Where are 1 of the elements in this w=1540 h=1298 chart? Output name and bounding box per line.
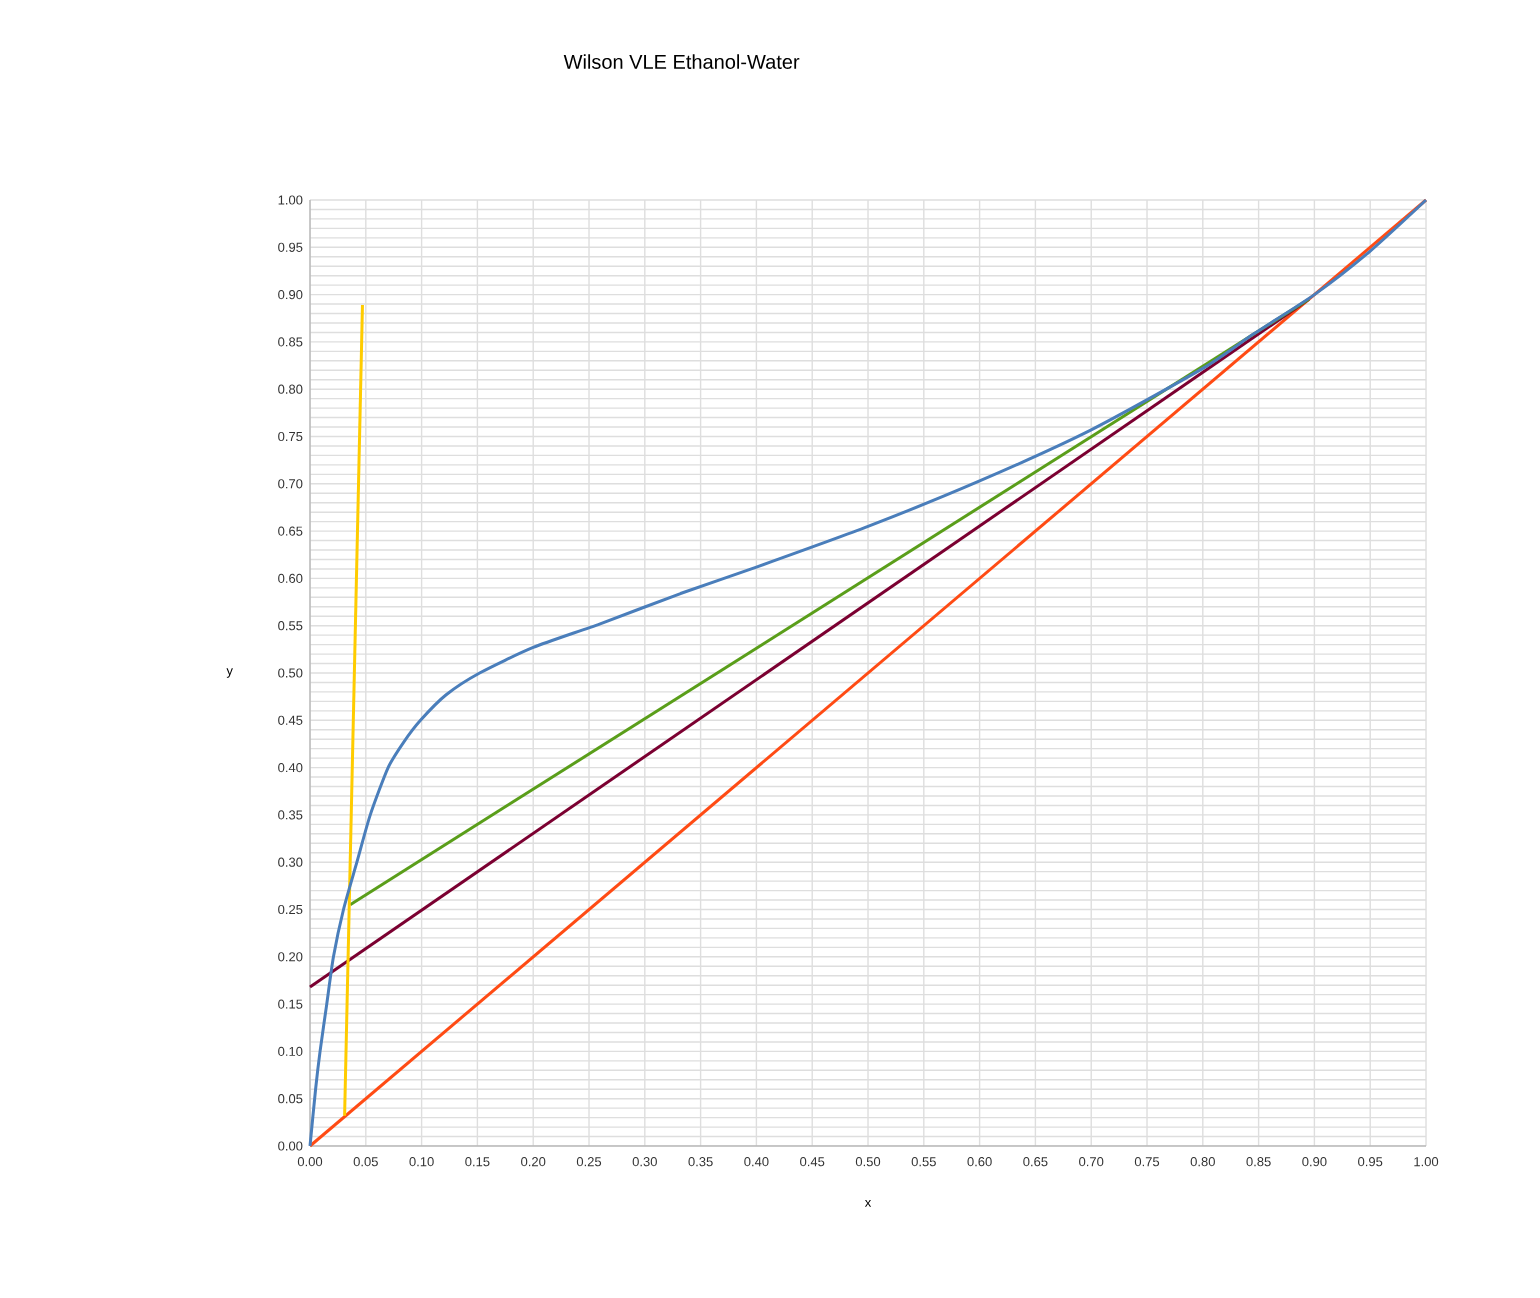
chart-title: Wilson VLE Ethanol-Water <box>563 54 800 69</box>
